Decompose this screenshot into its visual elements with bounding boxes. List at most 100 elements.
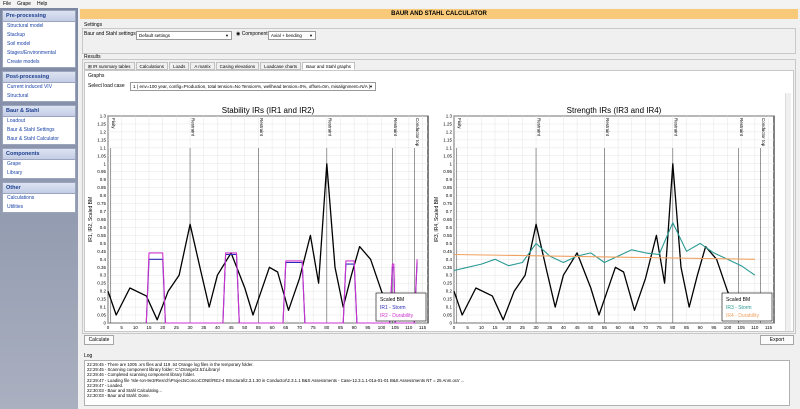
sidebar-item-structural-model[interactable]: Structural model bbox=[7, 23, 44, 29]
y-tick-label: 0.4 bbox=[100, 257, 107, 262]
x-tick-label: 90 bbox=[698, 325, 704, 330]
y-tick-label: 0.55 bbox=[97, 233, 106, 238]
restraint-label: Restraint bbox=[191, 118, 196, 137]
sidebar-head-postprocessing[interactable]: Post-processing bbox=[3, 72, 75, 83]
y-tick-label: 0.45 bbox=[443, 249, 452, 254]
x-tick-label: 35 bbox=[201, 325, 207, 330]
settings-group bbox=[82, 28, 796, 54]
sidebar-head-baur-stahl[interactable]: Baur & Stahl bbox=[3, 106, 75, 117]
sidebar-item-bs-calculator[interactable]: Baur & Stahl Calculator bbox=[7, 136, 59, 142]
tab-baur-stahl-graphs[interactable]: Baur and Stahl graphs bbox=[302, 62, 355, 70]
y-axis-label: IR3, IR4, Scaled BM bbox=[434, 197, 440, 242]
loadcase-select[interactable]: 1 ( env=100 year, config=Production, tot… bbox=[130, 82, 376, 91]
chart-title: Stability IRs (IR1 and IR2) bbox=[222, 106, 315, 115]
sidebar-head-preprocessing[interactable]: Pre-processing bbox=[3, 11, 75, 22]
x-tick-label: 70 bbox=[643, 325, 649, 330]
x-tick-label: 95 bbox=[711, 325, 717, 330]
y-tick-label: 0 bbox=[449, 321, 452, 326]
graphs-scrollbar[interactable] bbox=[785, 93, 791, 331]
y-tick-label: 0.6 bbox=[100, 225, 107, 230]
sidebar-item-soil-model[interactable]: Soil model bbox=[7, 41, 31, 47]
y-tick-label: 1.1 bbox=[446, 145, 453, 150]
settings-select-value: Default settings bbox=[139, 33, 171, 38]
menu-file[interactable]: File bbox=[3, 1, 12, 7]
x-tick-label: 45 bbox=[575, 325, 581, 330]
y-tick-label: 0.55 bbox=[443, 233, 452, 238]
y-tick-label: 0.1 bbox=[100, 305, 107, 310]
y-tick-label: 0.6 bbox=[446, 225, 453, 230]
y-tick-label: 0.25 bbox=[97, 281, 106, 286]
loadcase-label: Select load case bbox=[88, 83, 125, 89]
menu-help[interactable]: Help bbox=[36, 1, 48, 7]
series-line bbox=[145, 252, 418, 324]
tab-icon: ⊞ bbox=[88, 64, 94, 69]
sidebar-item-viv[interactable]: Current induced VIV bbox=[7, 84, 53, 90]
settings-select[interactable]: Default settings ▼ bbox=[136, 31, 232, 40]
x-tick-label: 55 bbox=[602, 325, 608, 330]
tab-ir-summary[interactable]: ⊞ IR summary tables bbox=[84, 62, 135, 70]
sidebar-item-structural[interactable]: Structural bbox=[7, 93, 29, 99]
log-output[interactable]: 22:29:45 - There are 1005 .xrs files and… bbox=[84, 360, 790, 406]
log-line: 22:29:46 - Completed scanning component … bbox=[87, 372, 195, 378]
chart-title: Strength IRs (IR3 and IR4) bbox=[567, 106, 662, 115]
x-tick-label: 85 bbox=[338, 325, 344, 330]
results-group-label: Results bbox=[84, 54, 101, 60]
sidebar-item-library[interactable]: Library bbox=[7, 170, 23, 176]
sidebar-head-other[interactable]: Other bbox=[3, 183, 75, 194]
y-tick-label: 1.2 bbox=[100, 129, 107, 134]
y-tick-label: 1.3 bbox=[100, 114, 107, 119]
tab-a-matrix[interactable]: A matrix bbox=[190, 62, 215, 70]
chevron-down-icon: ▼ bbox=[309, 33, 313, 38]
restraint-label: Conductor top bbox=[415, 118, 420, 147]
component-radio[interactable]: ◉ Component bbox=[236, 31, 268, 37]
y-tick-label: 0.9 bbox=[446, 177, 453, 182]
y-tick-label: 1.25 bbox=[443, 121, 452, 126]
y-tick-label: 0.8 bbox=[446, 193, 453, 198]
tab-loads[interactable]: Loads bbox=[169, 62, 190, 70]
component-select[interactable]: Axial + bending ▼ bbox=[268, 31, 316, 40]
sidebar-item-grape[interactable]: Grape bbox=[7, 161, 21, 167]
x-tick-label: 90 bbox=[352, 325, 358, 330]
x-tick-label: 105 bbox=[391, 325, 399, 330]
x-tick-label: 5 bbox=[466, 325, 469, 330]
y-tick-label: 0.7 bbox=[100, 209, 107, 214]
y-tick-label: 1.15 bbox=[97, 137, 106, 142]
export-button[interactable]: Export bbox=[760, 335, 794, 345]
calculate-button[interactable]: Calculate bbox=[84, 335, 114, 345]
sidebar-item-stackup[interactable]: Stackup bbox=[7, 32, 26, 38]
component-radio-label: Component bbox=[241, 31, 268, 37]
x-tick-label: 15 bbox=[493, 325, 499, 330]
tab-loadcase-charts[interactable]: Loadcase charts bbox=[260, 62, 302, 70]
x-tick-label: 30 bbox=[188, 325, 194, 330]
x-tick-label: 60 bbox=[616, 325, 622, 330]
legend-entry: IR4 - Durability bbox=[726, 313, 760, 319]
y-tick-label: 0.75 bbox=[443, 201, 452, 206]
tab-calculations[interactable]: Calculations bbox=[135, 62, 169, 70]
x-tick-label: 80 bbox=[670, 325, 676, 330]
sidebar-item-calculations[interactable]: Calculations bbox=[7, 195, 35, 201]
legend-entry: Scaled BM bbox=[726, 297, 750, 303]
y-tick-label: 0.95 bbox=[443, 169, 452, 174]
sidebar-item-create-models[interactable]: Create models bbox=[7, 59, 40, 65]
menu-grape[interactable]: Grape bbox=[17, 1, 31, 7]
x-tick-label: 25 bbox=[520, 325, 526, 330]
settings-group-label: Settings bbox=[84, 22, 103, 28]
x-tick-label: 30 bbox=[534, 325, 540, 330]
restraint-label: Conductor top bbox=[761, 118, 766, 147]
y-tick-label: 1.3 bbox=[446, 114, 453, 119]
y-tick-label: 0.4 bbox=[446, 257, 453, 262]
y-tick-label: 1.1 bbox=[100, 145, 107, 150]
sidebar: Pre-processing Structural model Stackup … bbox=[0, 8, 78, 409]
sidebar-item-loadout[interactable]: Loadout bbox=[7, 118, 26, 124]
sidebar-head-components[interactable]: Components bbox=[3, 149, 75, 160]
y-tick-label: 0.45 bbox=[97, 249, 106, 254]
menu-bar: File Grape Help bbox=[0, 0, 800, 8]
results-tabs: ⊞ IR summary tables Calculations Loads A… bbox=[84, 62, 356, 70]
tab-ir-summary-label: IR summary tables bbox=[93, 64, 131, 69]
tab-casing-elevations[interactable]: Casing elevations bbox=[215, 62, 260, 70]
y-tick-label: 1.25 bbox=[97, 121, 106, 126]
sidebar-item-utilities[interactable]: Utilities bbox=[7, 204, 24, 210]
sidebar-item-stages[interactable]: Stages/Environmental bbox=[7, 50, 56, 56]
sidebar-item-bs-settings[interactable]: Baur & Stahl Settings bbox=[7, 127, 55, 133]
x-tick-label: 40 bbox=[561, 325, 567, 330]
